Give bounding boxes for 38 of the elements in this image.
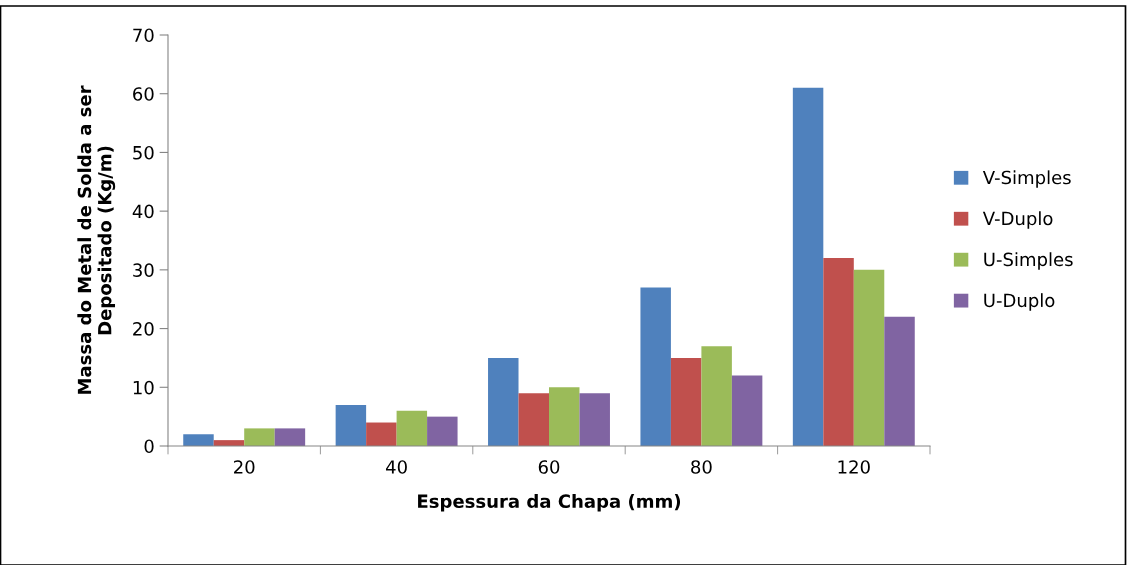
- x-tick-label: 80: [691, 460, 712, 474]
- bar: [274, 428, 306, 446]
- x-tick-label: 120: [838, 460, 870, 474]
- bar: [640, 287, 671, 446]
- bar: [853, 269, 885, 446]
- legend-label: U-Duplo: [984, 293, 1055, 311]
- legend-label: V-Duplo: [982, 211, 1053, 229]
- x-tick-label: 20: [234, 460, 255, 474]
- legend-label: U-Simples: [984, 252, 1073, 270]
- y-tick-label: 70: [133, 28, 154, 43]
- bar: [701, 346, 732, 446]
- x-tick-label: 40: [386, 460, 407, 474]
- bar: [366, 422, 397, 446]
- legend-label: V-Simples: [982, 170, 1071, 188]
- x-tick-label: 60: [538, 460, 560, 474]
- bar: [427, 416, 458, 446]
- bar: [183, 434, 214, 446]
- y-axis-title: Massa do Metal de Solda a ser Depositado (Kg/m): [77, 85, 116, 394]
- y-tick-label: 10: [133, 380, 154, 395]
- x-axis-title: Espessura da Chapa (mm): [418, 494, 681, 512]
- y-tick-label: 60: [133, 87, 154, 101]
- bar: [670, 357, 702, 446]
- y-tick-label: 40: [132, 204, 154, 219]
- y-tick-label: 30: [133, 263, 154, 277]
- bar: [488, 357, 519, 446]
- bar: [518, 393, 549, 446]
- bar: [792, 87, 824, 446]
- y-tick-label: 50: [133, 145, 154, 160]
- y-tick-label: 0: [144, 439, 154, 454]
- bar: [823, 258, 854, 446]
- bar: [579, 393, 610, 446]
- bar: [731, 375, 763, 446]
- bar: [244, 428, 275, 446]
- bar: [396, 410, 428, 446]
- bar: [335, 404, 367, 446]
- bar: [549, 387, 580, 446]
- y-tick-label: 20: [133, 322, 154, 336]
- bar: [884, 316, 915, 446]
